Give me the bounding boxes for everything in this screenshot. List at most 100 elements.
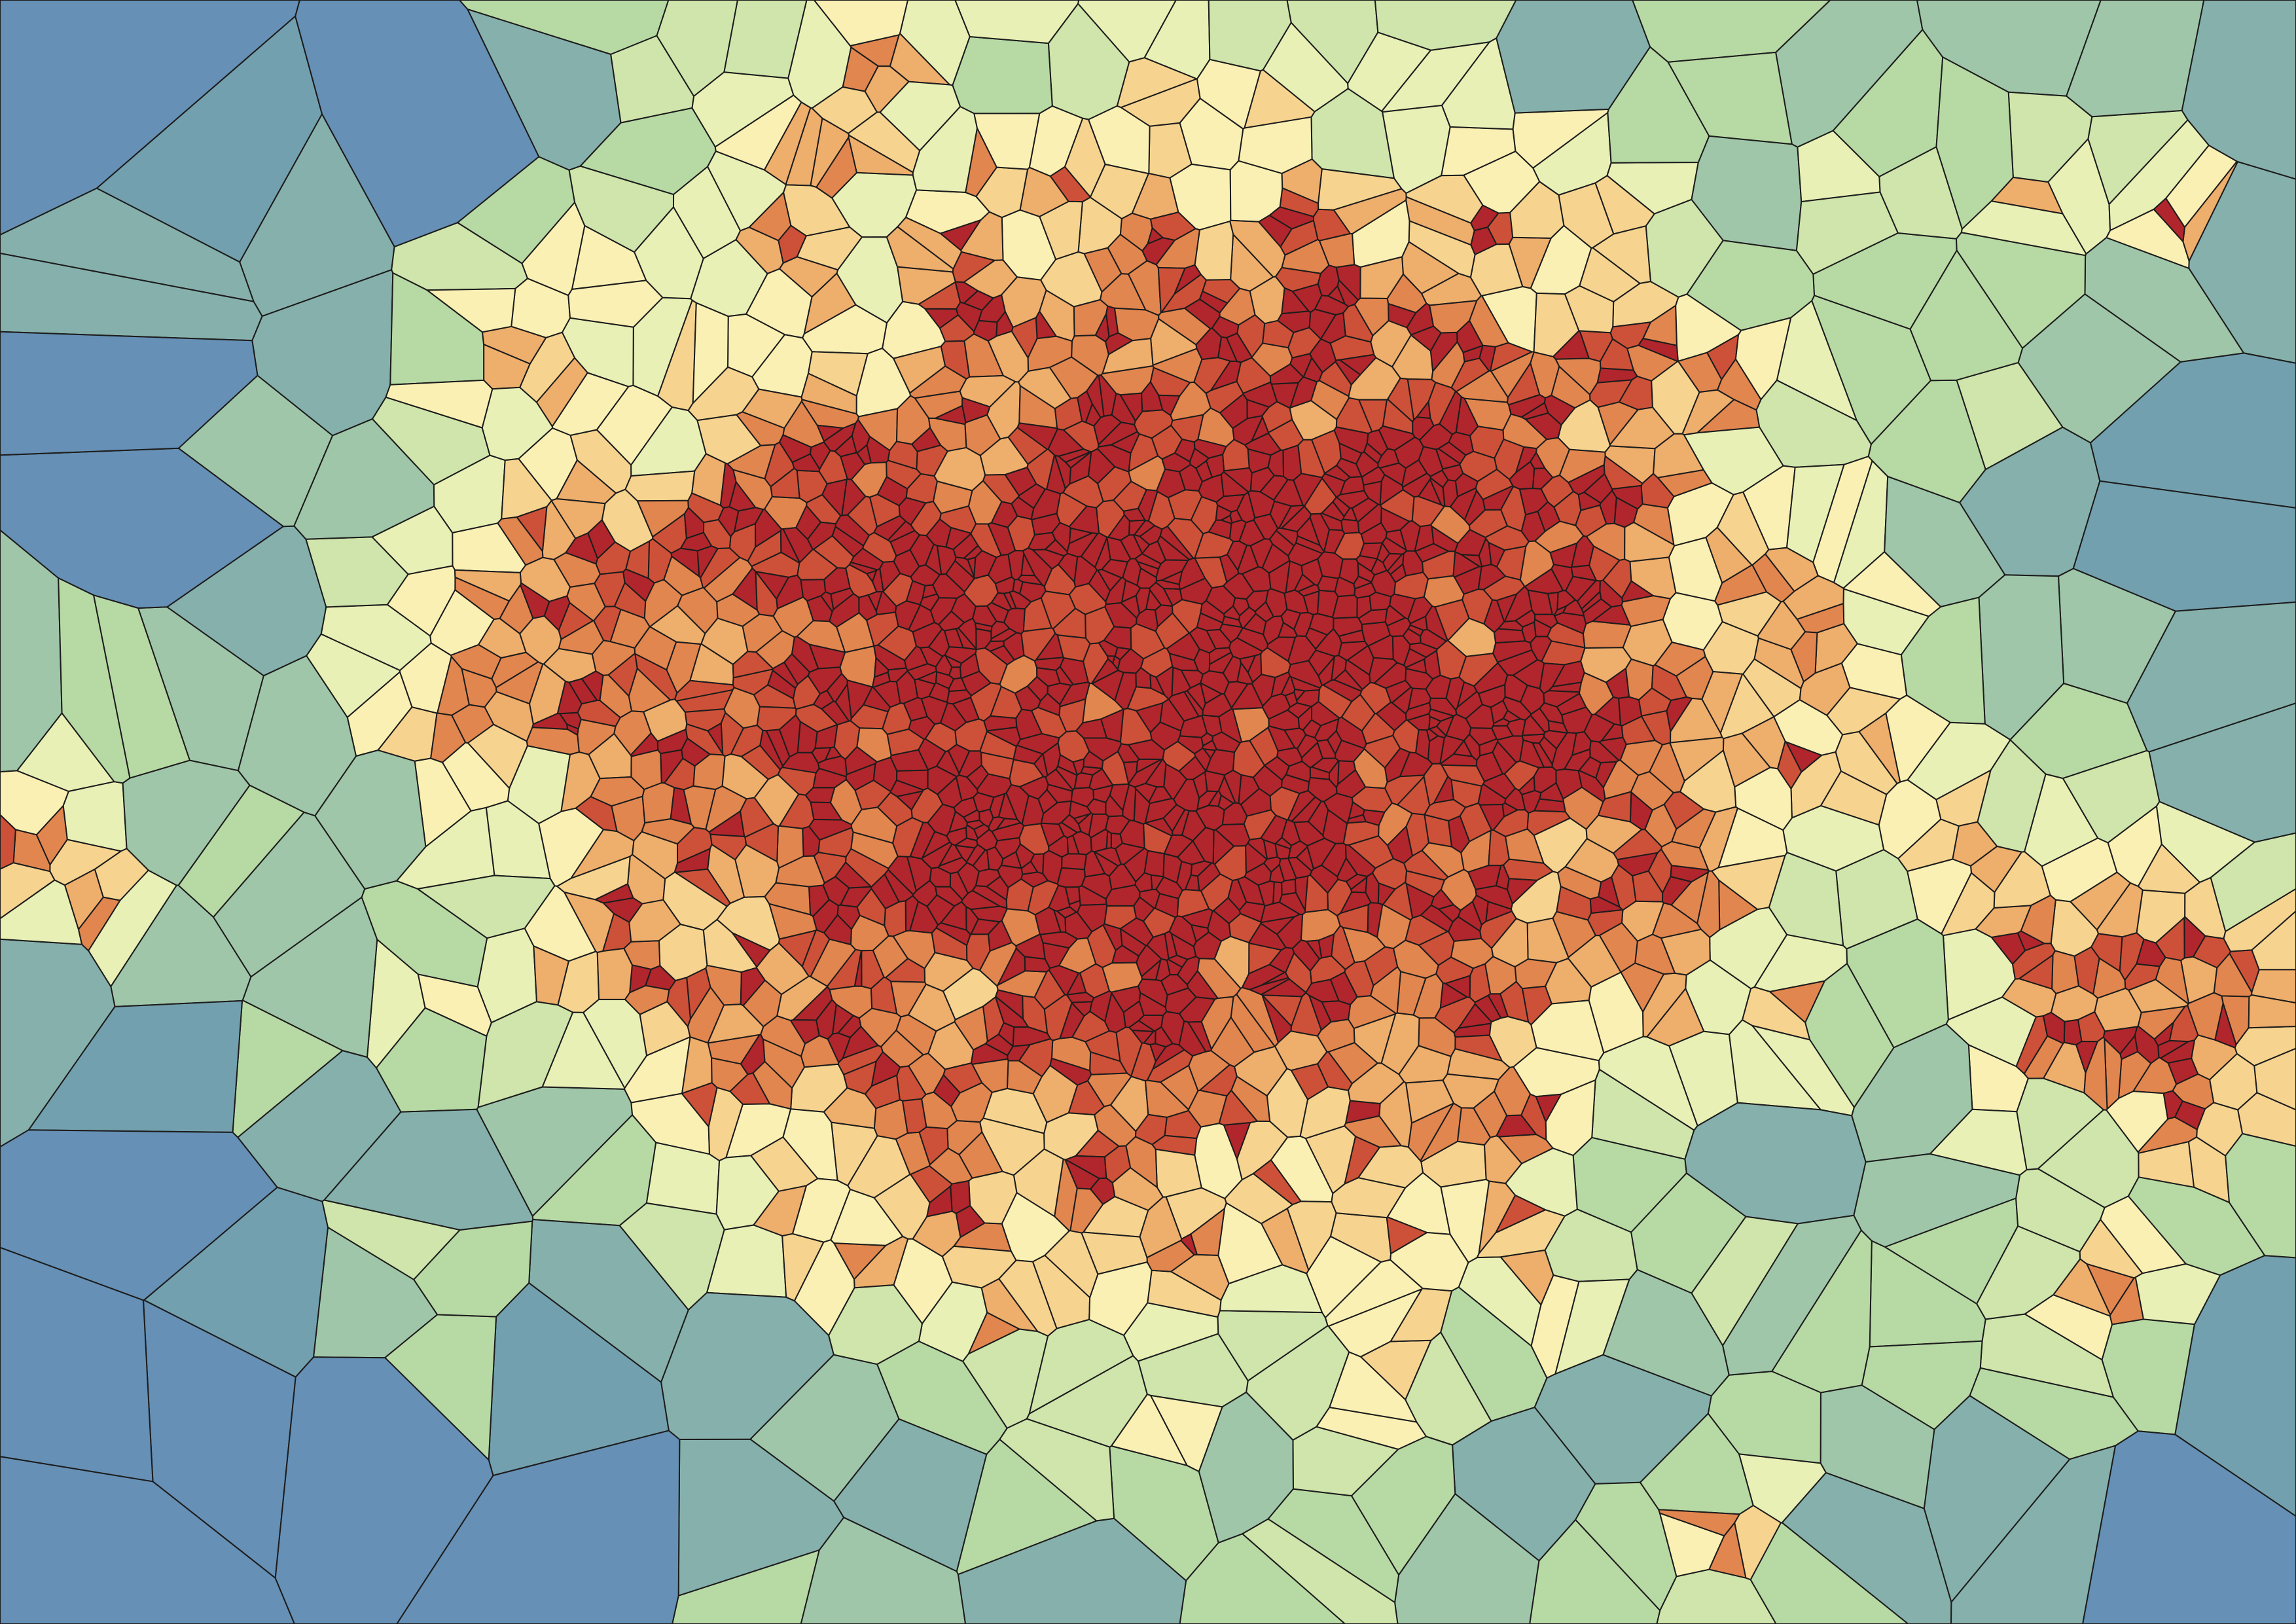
voronoi-cell [1391, 635, 1411, 666]
voronoi-cell [941, 1245, 1017, 1289]
voronoi-cell [683, 507, 705, 539]
voronoi-cell [973, 319, 998, 342]
voronoi-cell [1790, 631, 1818, 683]
voronoi-cell [346, 671, 413, 757]
voronoi-cell [1104, 1145, 1132, 1183]
voronoi-cell [1179, 1533, 1346, 1624]
voronoi-cell [1448, 916, 1482, 942]
voronoi-cell [1624, 522, 1676, 562]
voronoi-cell [1179, 715, 1208, 738]
voronoi-cell [674, 679, 735, 702]
voronoi-cell [1782, 804, 1885, 872]
voronoi-cell [2196, 1102, 2244, 1157]
voronoi-cell [991, 822, 1025, 842]
voronoi-cell [1861, 1340, 1983, 1430]
voronoi-cell [1505, 1147, 1578, 1217]
voronoi-cell [1266, 1068, 1308, 1138]
voronoi-cell [2162, 1090, 2183, 1120]
voronoi-cell [1149, 674, 1165, 696]
voronoi-cell [895, 600, 922, 630]
voronoi-cell [1935, 56, 2014, 230]
voronoi-cell [1221, 802, 1248, 825]
voronoi-cell [1105, 332, 1134, 355]
voronoi-cell [1734, 767, 1793, 831]
voronoi-cell [602, 897, 643, 923]
voronoi-cell [1729, 1019, 1821, 1111]
voronoi-cell [1107, 234, 1148, 275]
voronoi-cell [796, 620, 846, 653]
voronoi-cell [1003, 607, 1026, 635]
voronoi-cell [1128, 739, 1165, 760]
voronoi-cell [1462, 345, 1484, 363]
voronoi-cell [1147, 227, 1164, 245]
voronoi-cell [1611, 864, 1637, 911]
voronoi-cell [613, 710, 652, 756]
voronoi-cell [516, 506, 548, 552]
voronoi-cell [1583, 598, 1613, 625]
voronoi-cell [1587, 909, 1624, 937]
voronoi-cell [1197, 862, 1221, 892]
voronoi-cell [1491, 918, 1529, 967]
voronoi-cell [1194, 556, 1228, 589]
voronoi-cell [1456, 370, 1509, 403]
voronoi-cell [1258, 215, 1293, 247]
voronoi-cell [999, 1418, 1115, 1522]
voronoi-cell [1217, 1310, 1329, 1382]
voronoi-cell [1353, 748, 1388, 789]
voronoi-cell [1210, 1017, 1255, 1068]
voronoi-cell [1371, 569, 1396, 598]
voronoi-cell [1017, 574, 1043, 586]
voronoi-cell [1583, 473, 1613, 504]
voronoi-cell [2167, 1057, 2199, 1085]
voronoi-cell [1283, 589, 1309, 614]
voronoi-cell [1571, 535, 1594, 568]
voronoi-cell [1043, 1112, 1099, 1161]
voronoi-cell [2134, 1263, 2221, 1326]
voronoi-cell [636, 499, 689, 538]
voronoi-cell [1532, 742, 1553, 768]
voronoi-cell [924, 722, 958, 753]
voronoi-cell [1026, 448, 1055, 490]
voronoi-cell [1386, 617, 1411, 638]
voronoi-cell [811, 86, 878, 134]
voronoi-cell [1478, 1180, 1516, 1254]
voronoi-cell [1238, 774, 1260, 805]
voronoi-cell [1658, 1509, 1740, 1537]
voronoi-cell [1431, 341, 1465, 389]
voronoi-cell [1421, 842, 1465, 878]
voronoi-cell [1138, 489, 1158, 522]
voronoi-cell [1115, 1026, 1143, 1077]
voronoi-cell [888, 856, 917, 895]
voronoi-cell [1249, 467, 1275, 493]
voronoi-cell [940, 901, 967, 931]
voronoi-cell [1527, 589, 1553, 615]
voronoi-cell [2063, 1019, 2083, 1046]
voronoi-cell [763, 101, 812, 185]
voronoi-cell [1900, 596, 1986, 725]
voronoi-cell [641, 782, 675, 823]
voronoi-cell [1286, 1200, 1337, 1271]
voronoi-cell [1318, 361, 1352, 397]
voronoi-cell [1463, 151, 1541, 214]
voronoi-cell [1504, 787, 1526, 811]
voronoi-cell [1094, 847, 1122, 867]
voronoi-cell [847, 496, 878, 536]
voronoi-cell [1605, 668, 1630, 699]
voronoi-cell [837, 1015, 862, 1038]
voronoi-cell [1683, 426, 1784, 496]
voronoi-cell [430, 712, 467, 763]
voronoi-cell [1190, 496, 1219, 535]
voronoi-cell [1401, 459, 1428, 488]
voronoi-cell [122, 759, 251, 886]
voronoi-cell [323, 1108, 534, 1231]
voronoi-cell [1086, 798, 1107, 815]
voronoi-cell [1344, 659, 1371, 691]
voronoi-cell [995, 989, 1024, 1020]
voronoi-cell [1066, 835, 1080, 855]
voronoi-cell [1437, 441, 1467, 465]
voronoi-cell [1458, 1003, 1492, 1029]
voronoi-cell [1564, 285, 1615, 334]
voronoi-cell [2253, 1047, 2296, 1111]
voronoi-cell [1195, 804, 1225, 831]
voronoi-cell [1150, 318, 1198, 366]
